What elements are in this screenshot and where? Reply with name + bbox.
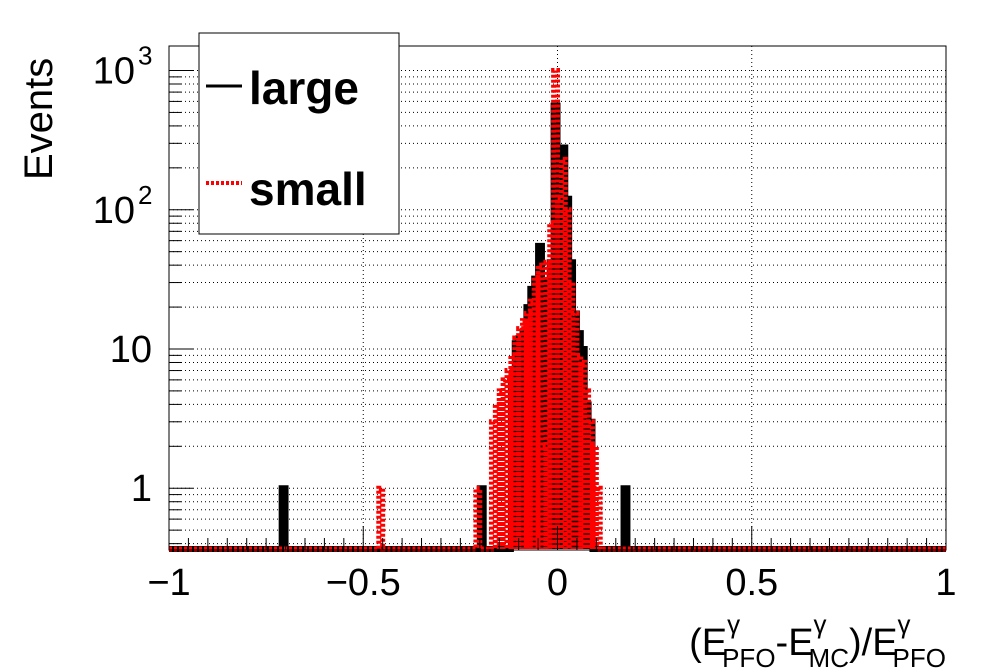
series-layer (169, 68, 946, 552)
x-tick-label: 0.5 (725, 562, 778, 604)
x-label-sub1: PFO (722, 643, 775, 672)
y-tick-label-exponent: 2 (138, 180, 152, 210)
x-label-sup1: γ (727, 609, 740, 639)
x-label-close: )/E (849, 622, 898, 664)
x-tick-label: 0 (547, 562, 568, 604)
y-tick-label: 10 (93, 51, 135, 93)
x-tick-label: −1 (147, 562, 190, 604)
y-tick-label: 10 (93, 190, 135, 232)
x-label-sub2: MC (809, 643, 849, 672)
x-tick-label: 1 (935, 562, 956, 604)
series-line-small (169, 68, 946, 552)
x-label-sup3: γ (898, 609, 911, 639)
series-small (169, 68, 946, 552)
x-label-open: (E (689, 622, 727, 664)
x-label-sub3: PFO (893, 643, 946, 672)
y-tick-label: 1 (131, 468, 152, 510)
legend-label-large: large (249, 62, 359, 114)
legend: large small (198, 32, 400, 235)
legend-label-small: small (249, 163, 367, 215)
axis-ticks (168, 70, 947, 550)
y-tick-label-exponent: 3 (138, 41, 152, 71)
x-label-sup2: γ (814, 609, 827, 639)
legend-box (198, 32, 400, 235)
x-tick-label: −0.5 (326, 562, 401, 604)
x-axis-label: (Eγ PFO-Eγ MC)/Eγ PFO (689, 609, 946, 672)
y-tick-label: 10 (110, 329, 152, 371)
y-axis-label: Events (17, 58, 61, 180)
x-label-mid: -E (776, 622, 814, 664)
